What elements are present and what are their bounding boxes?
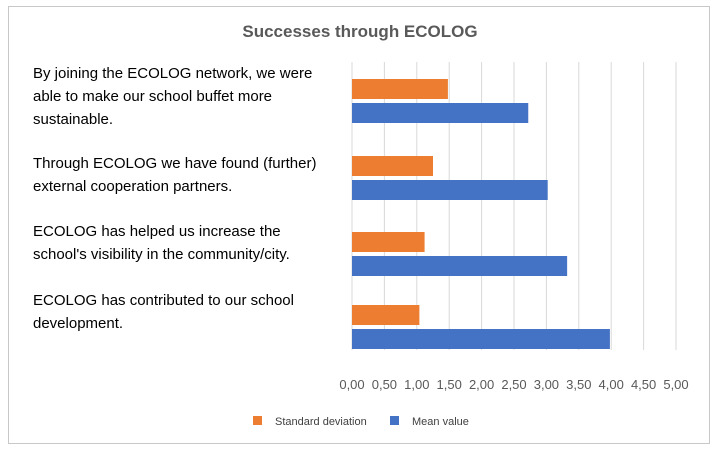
bar-mean-value (352, 180, 548, 200)
legend-swatch (390, 416, 399, 425)
x-tick-label: 5,00 (663, 377, 688, 392)
category-label: school's visibility in the community/cit… (33, 246, 290, 263)
bar-standard-deviation (352, 156, 433, 176)
x-tick-label: 3,00 (534, 377, 559, 392)
category-label: development. (33, 315, 123, 332)
x-tick-label: 2,00 (469, 377, 494, 392)
bar-mean-value (352, 329, 610, 349)
bar-mean-value (352, 256, 568, 276)
legend-swatch (253, 416, 262, 425)
legend-label: Standard deviation (275, 416, 367, 428)
x-tick-label: 4,50 (631, 377, 656, 392)
chart-title: Successes through ECOLOG (242, 22, 478, 41)
x-tick-label: 1,50 (437, 377, 462, 392)
x-tick-label: 4,00 (599, 377, 624, 392)
category-label: Through ECOLOG we have found (further) (33, 155, 316, 172)
category-label: external cooperation partners. (33, 178, 232, 195)
category-label: By joining the ECOLOG network, we were (33, 65, 312, 82)
category-label: ECOLOG has contributed to our school (33, 292, 294, 309)
category-label: sustainable. (33, 111, 113, 128)
category-label: ECOLOG has helped us increase the (33, 223, 281, 240)
category-label: able to make our school buffet more (33, 88, 272, 105)
x-tick-label: 0,00 (339, 377, 364, 392)
x-tick-label: 0,50 (372, 377, 397, 392)
bar-standard-deviation (352, 305, 420, 325)
legend-label: Mean value (412, 416, 469, 428)
x-tick-label: 3,50 (566, 377, 591, 392)
bar-standard-deviation (352, 232, 425, 252)
bar-mean-value (352, 103, 529, 123)
x-tick-label: 1,00 (404, 377, 429, 392)
x-tick-label: 2,50 (501, 377, 526, 392)
bar-standard-deviation (352, 79, 448, 99)
